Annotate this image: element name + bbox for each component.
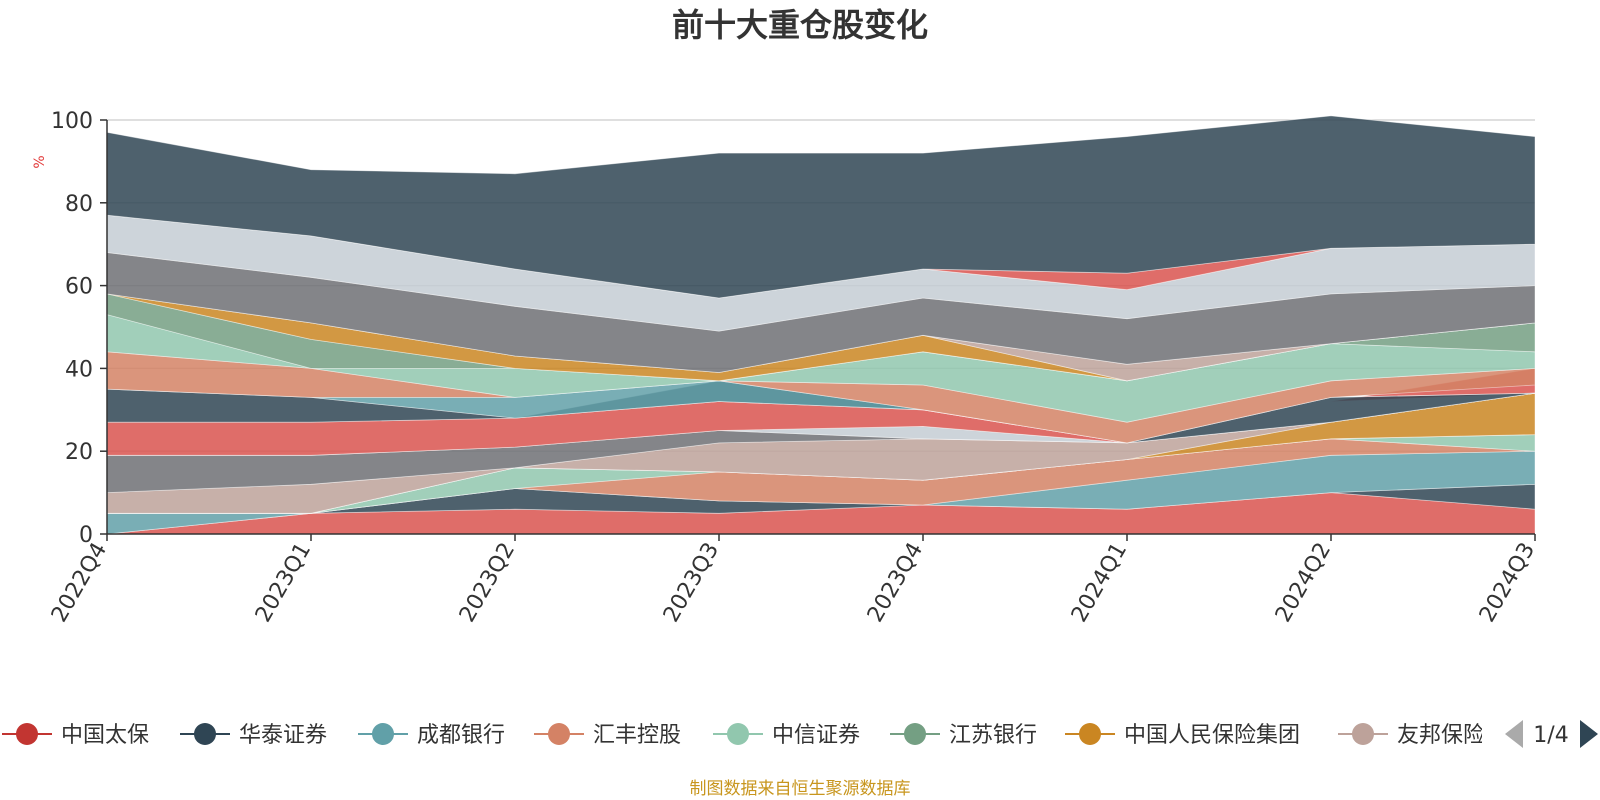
legend-marker — [1079, 723, 1101, 745]
legend-item[interactable]: 华泰证券 — [180, 723, 327, 748]
x-tick-label: 2023Q3 — [659, 539, 724, 627]
legend-label: 中信证券 — [772, 723, 860, 748]
x-tick-label: 2023Q1 — [251, 539, 316, 627]
legend-marker — [548, 723, 570, 745]
legend-marker — [194, 723, 216, 745]
x-tick-label: 2024Q2 — [1271, 539, 1336, 627]
legend-label: 成都银行 — [417, 723, 505, 748]
legend-marker — [904, 723, 926, 745]
y-axis-label: % — [32, 155, 48, 168]
y-tick-label: 0 — [79, 523, 93, 548]
legend-label: 江苏银行 — [949, 723, 1037, 748]
legend: 中国太保 华泰证券 成都银行 汇丰控股 中信证券 江苏银行 中国人民保险集团 友邦保险 — [2, 723, 1485, 748]
x-tick-label: 2023Q2 — [455, 539, 520, 627]
y-tick-label: 100 — [51, 109, 93, 134]
legend-marker — [372, 723, 394, 745]
legend-label: 华泰证券 — [239, 723, 327, 748]
legend-next-arrow-icon[interactable] — [1580, 720, 1598, 748]
y-tick-label: 80 — [65, 192, 93, 217]
legend-marker — [727, 723, 749, 745]
x-tick-label: 2023Q4 — [863, 539, 928, 627]
y-tick-label: 40 — [65, 357, 93, 382]
legend-label: 友邦保险 — [1397, 723, 1485, 748]
legend-items: 中国太保 华泰证券 成都银行 汇丰控股 中信证券 江苏银行 中国人民保险集团 友邦保险 — [2, 723, 1485, 748]
data-source-note: 制图数据来自恒生聚源数据库 — [690, 779, 911, 799]
legend-label: 中国人民保险集团 — [1124, 723, 1300, 748]
legend-item[interactable]: 中国太保 — [2, 723, 149, 748]
legend-label: 汇丰控股 — [593, 723, 681, 748]
plot-area — [106, 115, 1536, 535]
legend-marker — [16, 723, 38, 745]
y-tick-label: 60 — [65, 275, 93, 300]
area-band-22 — [106, 115, 1536, 299]
x-tick-label: 2024Q3 — [1475, 539, 1540, 627]
y-tick-label: 20 — [65, 440, 93, 465]
chart-title: 前十大重仓股变化 — [672, 6, 928, 44]
x-tick-label: 2024Q1 — [1067, 539, 1132, 627]
legend-marker — [1352, 723, 1374, 745]
legend-item[interactable]: 汇丰控股 — [534, 723, 681, 748]
legend-page-indicator: 1/4 — [1533, 723, 1568, 748]
legend-item[interactable]: 中国人民保险集团 — [1065, 723, 1300, 748]
legend-label: 中国太保 — [61, 723, 149, 748]
legend-item[interactable]: 成都银行 — [358, 723, 505, 748]
legend-item[interactable]: 友邦保险 — [1338, 723, 1485, 748]
legend-item[interactable]: 江苏银行 — [890, 723, 1037, 748]
legend-item[interactable]: 中信证券 — [713, 723, 860, 748]
legend-pager: 1/4 — [1505, 720, 1598, 748]
legend-prev-arrow-icon[interactable] — [1505, 720, 1523, 748]
x-tick-label: 2022Q4 — [47, 539, 112, 627]
